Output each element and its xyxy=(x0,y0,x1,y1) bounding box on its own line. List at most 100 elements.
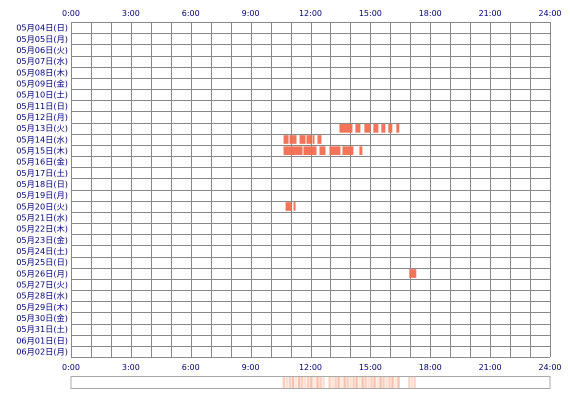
row-label: 05月04日(日) xyxy=(16,23,68,33)
row-label: 05月12日(月) xyxy=(16,112,68,122)
summary-bar xyxy=(297,377,301,388)
summary-bar xyxy=(379,377,382,388)
summary-bar xyxy=(355,377,358,388)
row-label: 05月23日(金) xyxy=(16,235,68,245)
summary-bar xyxy=(410,377,414,388)
activity-bar xyxy=(312,135,315,144)
plot-area xyxy=(71,22,550,357)
summary-bar xyxy=(388,377,391,388)
activity-bar xyxy=(319,146,326,155)
activity-bar xyxy=(355,124,361,133)
summary-bar xyxy=(288,377,292,388)
row-label: 05月31日(土) xyxy=(16,324,68,334)
row-label: 05月24日(土) xyxy=(16,246,68,256)
summary-bar xyxy=(294,377,298,388)
x-tick-label-bottom: 21:00 xyxy=(479,363,502,372)
x-tick-label-bottom: 15:00 xyxy=(359,363,382,372)
activity-bar xyxy=(329,146,341,155)
summary-bar xyxy=(397,377,400,388)
x-tick-label-top: 24:00 xyxy=(538,9,561,18)
summary-bar xyxy=(291,377,295,388)
summary-bar xyxy=(340,377,343,388)
summary-bar xyxy=(304,377,307,388)
row-label: 05月16日(金) xyxy=(16,157,68,167)
x-tick-label-bottom: 18:00 xyxy=(419,363,442,372)
x-tick-label-top: 15:00 xyxy=(359,9,382,18)
row-label: 06月01日(日) xyxy=(16,335,68,345)
row-label: 05月08日(木) xyxy=(16,67,68,77)
summary-bar xyxy=(300,377,304,388)
row-label: 05月17日(土) xyxy=(16,168,68,178)
summary-bar xyxy=(346,377,349,388)
x-tick-label-top: 9:00 xyxy=(242,9,260,18)
x-tick-label-top: 18:00 xyxy=(419,9,442,18)
activity-bar xyxy=(283,135,289,144)
row-label: 05月11日(日) xyxy=(16,101,68,111)
summary-bar xyxy=(376,377,379,388)
row-label: 05月18日(日) xyxy=(16,179,68,189)
summary-bar xyxy=(337,377,340,388)
activity-bar xyxy=(388,124,393,133)
activity-bar xyxy=(299,135,306,144)
activity-bar xyxy=(289,135,297,144)
activity-bar xyxy=(359,146,363,155)
summary-bar xyxy=(313,377,316,388)
row-label: 05月30日(金) xyxy=(16,313,68,323)
activity-bar xyxy=(339,124,353,133)
summary-bar xyxy=(349,377,352,388)
row-label: 05月25日(日) xyxy=(16,257,68,267)
row-label: 05月21日(水) xyxy=(16,212,68,222)
summary-bar xyxy=(382,377,385,388)
summary-bar xyxy=(310,377,313,388)
summary-bar xyxy=(364,377,367,388)
row-label: 05月06日(火) xyxy=(16,45,68,55)
x-tick-label-bottom: 0:00 xyxy=(62,363,80,372)
row-label: 05月07日(水) xyxy=(16,56,68,66)
x-tick-label-top: 12:00 xyxy=(299,9,322,18)
x-tick-label-bottom: 24:00 xyxy=(538,363,561,372)
row-label: 05月26日(月) xyxy=(16,268,68,278)
row-label: 05月05日(月) xyxy=(16,34,68,44)
summary-bar xyxy=(343,377,346,388)
summary-bar xyxy=(373,377,376,388)
activity-bar xyxy=(306,135,312,144)
activity-bar xyxy=(293,202,296,211)
activity-bar xyxy=(288,146,303,155)
x-tick-label-top: 6:00 xyxy=(182,9,200,18)
summary-bar xyxy=(358,377,361,388)
row-label: 05月10日(土) xyxy=(16,90,68,100)
summary-bar xyxy=(408,377,411,388)
activity-bar xyxy=(373,124,379,133)
row-label: 05月15日(木) xyxy=(16,145,68,155)
x-tick-label-bottom: 3:00 xyxy=(122,363,140,372)
summary-bar xyxy=(391,377,394,388)
summary-bar xyxy=(367,377,370,388)
summary-bar xyxy=(361,377,364,388)
summary-bar xyxy=(334,377,337,388)
summary-bar xyxy=(370,377,373,388)
row-label: 05月09日(金) xyxy=(16,78,68,88)
summary-bar xyxy=(322,377,325,388)
summary-bar xyxy=(285,377,289,388)
summary-bar xyxy=(413,377,416,388)
activity-bar xyxy=(396,124,400,133)
activity-bar xyxy=(285,202,292,211)
activity-bar xyxy=(364,124,371,133)
row-label: 05月28日(水) xyxy=(16,291,68,301)
summary-bar xyxy=(331,377,334,388)
row-label: 06月02日(月) xyxy=(16,346,68,356)
summary-bar xyxy=(316,377,319,388)
activity-bar xyxy=(303,146,317,155)
row-label: 05月29日(木) xyxy=(16,302,68,312)
summary-bar xyxy=(385,377,388,388)
summary-bar xyxy=(352,377,355,388)
summary-bar xyxy=(282,377,286,388)
x-tick-label-bottom: 6:00 xyxy=(182,363,200,372)
x-tick-label-bottom: 9:00 xyxy=(242,363,260,372)
activity-bar xyxy=(409,269,417,278)
row-label: 05月14日(水) xyxy=(16,134,68,144)
row-label: 05月27日(火) xyxy=(16,279,68,289)
activity-bar xyxy=(381,124,386,133)
summary-bar xyxy=(307,377,310,388)
